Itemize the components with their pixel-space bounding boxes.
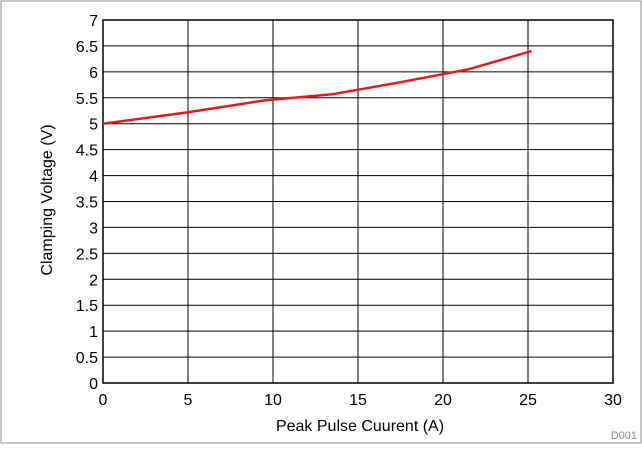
y-tick-label: 5.5 xyxy=(76,91,98,108)
y-tick-label: 5 xyxy=(89,117,98,134)
x-tick-label: 5 xyxy=(184,392,193,409)
plot-area-frame xyxy=(102,19,614,384)
series-layer xyxy=(102,49,532,125)
y-tick-label: 0.5 xyxy=(76,350,98,367)
figure-id-label: D001 xyxy=(611,430,637,442)
y-axis-title: Clamping Voltage (V) xyxy=(39,124,56,275)
y-tick-label: 2.5 xyxy=(76,246,98,263)
y-tick-label: 6.5 xyxy=(76,39,98,56)
y-tick-label: 2 xyxy=(89,272,98,289)
x-tick-label: 30 xyxy=(604,392,622,409)
x-tick-label: 25 xyxy=(519,392,537,409)
y-tick-label: 4 xyxy=(89,169,98,186)
y-tick-label: 0 xyxy=(89,376,98,393)
y-tick-labels: 0 0.5 1 1.5 2 2.5 3 3.5 4 4.5 5 5.5 6 6.5 7 xyxy=(76,13,98,393)
y-tick-label: 3.5 xyxy=(76,195,98,212)
y-tick-label: 1.5 xyxy=(76,298,98,315)
x-axis-title: Peak Pulse Cuurent (A) xyxy=(276,418,444,435)
x-tick-label: 15 xyxy=(349,392,367,409)
y-tick-label: 1 xyxy=(89,324,98,341)
y-tick-label: 3 xyxy=(89,220,98,237)
y-tick-label: 7 xyxy=(89,13,98,30)
x-tick-labels: 0 5 10 15 20 25 30 xyxy=(99,392,622,409)
y-tick-label: 6 xyxy=(89,65,98,82)
x-tick-label: 20 xyxy=(434,392,452,409)
x-tick-label: 0 xyxy=(99,392,108,409)
x-tick-label: 10 xyxy=(264,392,282,409)
series-line-clamping-voltage xyxy=(102,49,532,125)
y-tick-label: 4.5 xyxy=(76,143,98,160)
